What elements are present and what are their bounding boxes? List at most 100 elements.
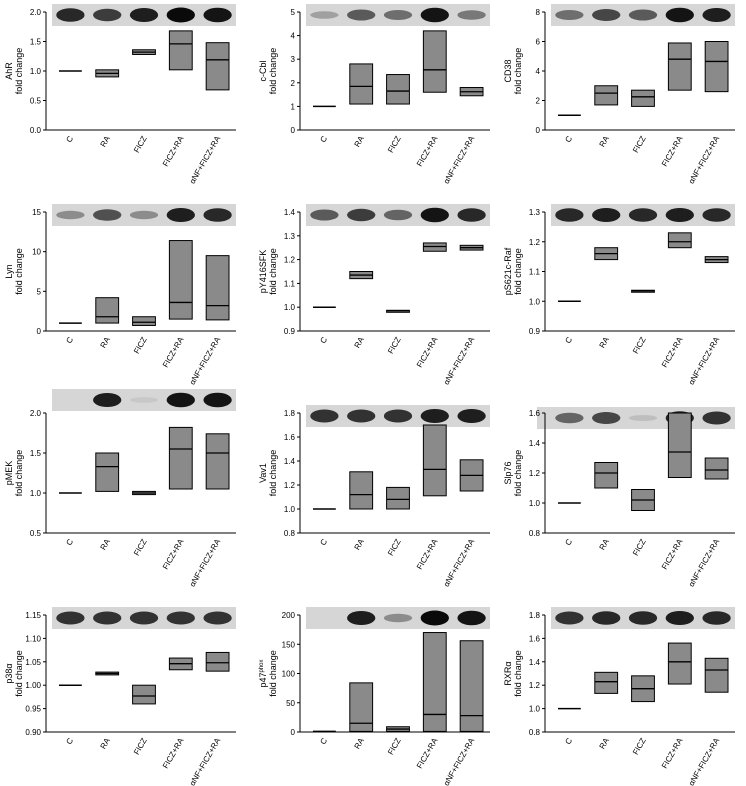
blot-band [129, 8, 159, 22]
y-tick-label: 1.2 [529, 238, 541, 247]
y-axis-label: Vav1 [258, 463, 268, 483]
y-tick-label: 1.0 [284, 505, 296, 514]
category-label: FICZ [132, 134, 149, 154]
y-tick-label: 1.15 [25, 611, 41, 620]
y-tick-label: 1.00 [25, 681, 41, 690]
blot-band [592, 208, 621, 222]
chart-panel-8: 0.8 1.0 1.2 1.4 1.6 Slp76 fold change C RA FICZ FI… [503, 407, 735, 588]
blot-band [420, 7, 449, 23]
blot-band [129, 210, 159, 220]
blot-band [383, 10, 413, 20]
y-axis-label: p38α [4, 663, 14, 683]
y-tick-label: 3 [291, 55, 296, 64]
y-axis-label-secondary: fold change [513, 450, 523, 497]
category-label: RA [99, 537, 113, 552]
blot-band [347, 611, 376, 625]
blot-band [93, 611, 122, 625]
category-label: RA [99, 134, 113, 149]
blot-band [592, 412, 621, 424]
blot-band [628, 415, 658, 421]
category-label: FICZ [132, 335, 149, 355]
box-range [667, 642, 692, 685]
y-axis-label-superscript: phox [259, 659, 265, 672]
blot-band [702, 611, 731, 625]
category-label: FICZ+RA [161, 537, 186, 571]
y-tick-label: 1.0 [529, 705, 541, 714]
y-tick-label: 0 [291, 728, 296, 737]
y-tick-label: 1 [291, 102, 296, 111]
box-range [205, 42, 230, 91]
blot-band [347, 409, 376, 423]
y-axis-label: pY416SFK [258, 250, 268, 294]
y-tick-label: 1.2 [284, 481, 296, 490]
category-label: FICZ+RA [415, 335, 440, 369]
chart-panel-7: 0.8 1.0 1.2 1.4 1.6 1.8 Vav1 fold change C RA FICZ… [258, 405, 490, 588]
y-tick-label: 1.0 [529, 499, 541, 508]
blot-band [383, 409, 413, 423]
y-axis-label: AhR [4, 62, 14, 80]
y-tick-label: 1.4 [529, 658, 541, 667]
y-tick-label: 50 [286, 699, 295, 708]
box-range [594, 85, 619, 106]
blot-band [347, 208, 376, 222]
y-tick-label: 5 [291, 8, 296, 17]
blot-band [555, 611, 584, 625]
blot-band [665, 611, 694, 625]
category-label: FICZ+RA [415, 736, 440, 770]
blot-band [665, 7, 694, 23]
blot-band [665, 208, 694, 222]
box-range [704, 457, 729, 480]
blot-band [56, 210, 85, 220]
box-range [459, 640, 484, 732]
category-label: FICZ [132, 736, 149, 756]
chart-panel-10: 0 50 100 150 200 p47phox fold change C RA FICZ FIC… [258, 607, 490, 786]
y-tick-label: 2.0 [30, 8, 42, 17]
y-tick-label: 1.6 [529, 634, 541, 643]
blot-band [457, 208, 486, 222]
category-label: RA [353, 537, 367, 552]
category-label: αNF+FICZ+RA [687, 134, 722, 185]
y-tick-label: 0.8 [529, 728, 541, 737]
blot-band [203, 7, 232, 23]
y-tick-label: 1.5 [30, 38, 42, 47]
y-tick-label: 0 [37, 327, 42, 336]
blot-band [702, 208, 731, 222]
y-tick-label: 4 [536, 67, 541, 76]
y-tick-label: 0.0 [30, 126, 42, 135]
category-label: RA [353, 736, 367, 751]
y-tick-label: 1.05 [25, 658, 41, 667]
category-label: αNF+FICZ+RA [188, 537, 223, 588]
box-range [95, 452, 120, 492]
blot-band [310, 409, 339, 423]
category-label: C [563, 736, 574, 746]
y-tick-label: 1.2 [284, 256, 296, 265]
y-tick-label: 0.5 [30, 529, 42, 538]
box-range [594, 462, 619, 489]
category-label: αNF+FICZ+RA [442, 736, 477, 786]
blot-band [555, 10, 584, 20]
y-tick-label: 1.3 [284, 232, 296, 241]
y-tick-label: 0.9 [284, 327, 296, 336]
blot-band [347, 9, 376, 21]
box-range [95, 297, 120, 324]
blot-band [56, 611, 85, 625]
y-axis-label: c-Cbl [258, 60, 268, 81]
chart-panel-2: 0 2 4 6 8 CD38 fold change C RA FICZ FICZ+RA αNF+FI… [503, 4, 735, 185]
category-label: αNF+FICZ+RA [687, 335, 722, 386]
category-label: αNF+FICZ+RA [188, 736, 223, 786]
category-label: αNF+FICZ+RA [188, 134, 223, 185]
category-label: RA [598, 537, 612, 552]
y-tick-label: 1.0 [30, 489, 42, 498]
y-tick-label: 0.90 [25, 728, 41, 737]
blot-band [420, 207, 449, 223]
y-tick-label: 0.8 [284, 529, 296, 538]
category-label: αNF+FICZ+RA [442, 335, 477, 386]
y-axis-label-secondary: fold change [268, 248, 278, 295]
y-axis-label: Lyn [4, 264, 14, 278]
blot-band [457, 409, 486, 423]
y-tick-label: 15 [32, 208, 41, 217]
category-label: FICZ [386, 335, 403, 355]
category-label: C [318, 537, 329, 547]
y-axis-label-secondary: fold change [513, 248, 523, 295]
